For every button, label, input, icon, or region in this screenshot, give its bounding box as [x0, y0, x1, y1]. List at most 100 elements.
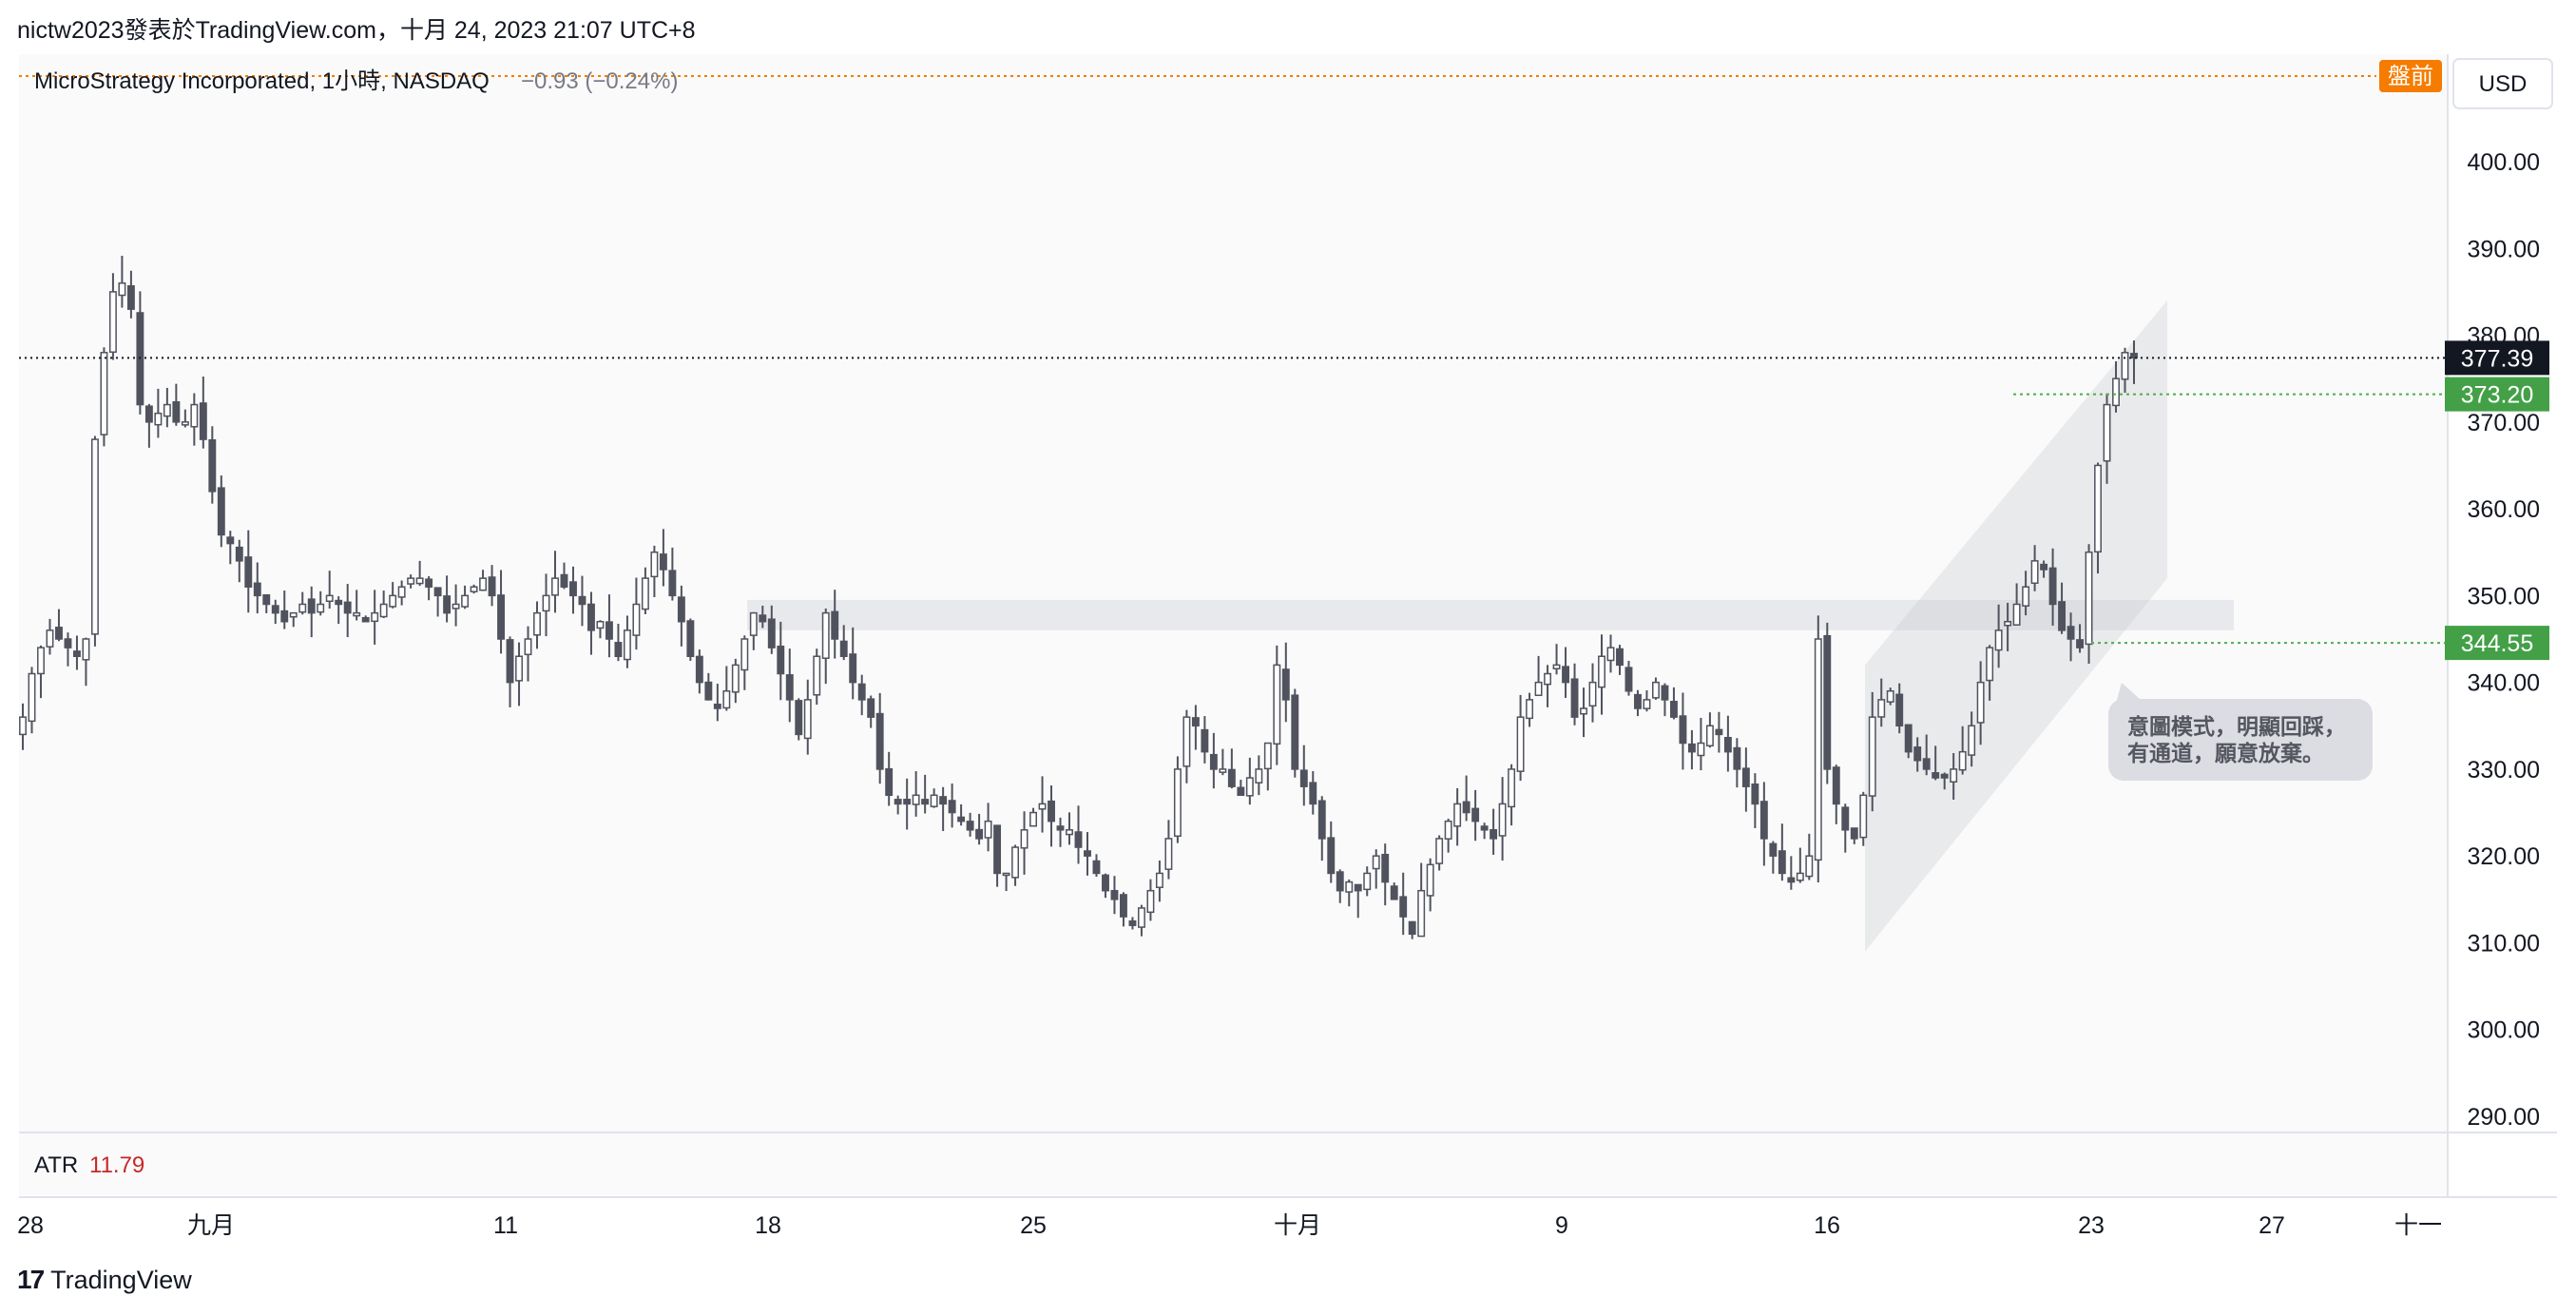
candle-body	[1372, 855, 1380, 870]
candle-body	[1002, 872, 1010, 877]
candle-body	[1976, 681, 1985, 724]
candle-body	[1120, 894, 1127, 918]
candle-body	[37, 647, 45, 675]
candle-body	[497, 594, 505, 640]
candle-body	[1796, 872, 1804, 881]
candle-body	[1508, 768, 1516, 808]
candle-body	[1390, 885, 1398, 900]
candle-body	[1435, 838, 1444, 864]
y-tick-label: 330.00	[2468, 757, 2540, 784]
y-tick-label: 370.00	[2468, 410, 2540, 436]
candle-body	[1661, 685, 1669, 701]
candle-body	[1886, 690, 1894, 703]
x-tick-label: 25	[1020, 1212, 1047, 1239]
ascending-channel[interactable]	[1865, 300, 2167, 952]
candle-body	[759, 614, 767, 623]
candle-body	[1309, 782, 1317, 805]
candle-body	[325, 594, 334, 603]
y-tick-label: 400.00	[2468, 149, 2540, 176]
publisher-line: nictw2023發表於TradingView.com，十月 24, 2023 …	[17, 17, 696, 44]
candle-body	[740, 638, 749, 671]
candle-body	[641, 577, 649, 610]
candle-body	[1715, 728, 1723, 736]
y-tick-label: 350.00	[2468, 583, 2540, 610]
candle-body	[1534, 681, 1543, 697]
candle-body	[64, 638, 72, 648]
candle-body	[813, 655, 821, 696]
candle-body	[335, 599, 343, 606]
candle-body	[1408, 920, 1416, 936]
candle-body	[777, 645, 785, 675]
price-pane[interactable]	[19, 54, 2448, 1132]
candle-body	[948, 800, 956, 814]
candle-body	[1345, 881, 1354, 893]
x-tick-label: 十月	[1274, 1212, 1321, 1239]
candle-body	[144, 405, 153, 423]
candle-body	[2067, 626, 2075, 640]
candle-body	[1552, 664, 1561, 669]
candle-body	[1814, 638, 1822, 861]
candle-body	[1526, 699, 1534, 720]
y-tick-label: 310.00	[2468, 930, 2540, 957]
candle-body	[1580, 707, 1587, 715]
candle-body	[533, 611, 541, 636]
candle-body	[1679, 715, 1687, 745]
candle-body	[578, 595, 586, 606]
candle-body	[1453, 803, 1462, 827]
candle-body	[1705, 725, 1714, 747]
candle-body	[1164, 838, 1173, 870]
candle-body	[1480, 825, 1489, 831]
resistance-zone[interactable]	[747, 599, 2234, 630]
candle-body	[1020, 829, 1028, 849]
candle-body	[686, 620, 695, 658]
annotation-line-2: 有通道，願意放棄。	[2127, 741, 2324, 765]
candle-body	[1471, 807, 1480, 822]
candle-body	[623, 629, 631, 661]
currency-button[interactable]	[2452, 58, 2553, 109]
candle-body	[2130, 353, 2138, 359]
candle-body	[2094, 464, 2102, 553]
candle-body	[1606, 647, 1615, 662]
candle-body	[271, 605, 279, 614]
candle-body	[397, 586, 406, 598]
candle-body	[307, 598, 316, 614]
candle-body	[1029, 811, 1037, 827]
candle-body	[163, 403, 171, 417]
candle-body	[1850, 827, 1858, 840]
candle-body	[1182, 716, 1191, 767]
candle-body	[1841, 806, 1850, 831]
atr-pane[interactable]	[19, 1133, 2448, 1195]
candle-body	[605, 621, 613, 640]
candle-body	[1336, 871, 1344, 892]
candle-body	[1669, 701, 1678, 718]
y-tick-label: 300.00	[2468, 1017, 2540, 1044]
candle-body	[731, 664, 740, 693]
candle-body	[1444, 820, 1452, 840]
candle-body	[1299, 769, 1308, 787]
candle-body	[28, 672, 36, 723]
candle-body	[1281, 668, 1290, 701]
candles	[19, 255, 2138, 939]
candle-body	[2030, 560, 2039, 585]
candle-body	[1173, 768, 1182, 838]
candle-body	[1697, 742, 1705, 757]
candle-body	[839, 640, 848, 658]
candle-body	[993, 824, 1002, 875]
tradingview-logo-text: TradingView	[50, 1265, 192, 1294]
annotation-callout[interactable]: 意圖模式，明顯回踩， 有通道，願意放棄。	[2108, 683, 2373, 781]
candle-body	[1209, 753, 1218, 770]
candle-body	[1913, 746, 1922, 762]
candle-body	[803, 699, 812, 740]
candle-body	[1986, 647, 1994, 682]
candle-body	[524, 638, 532, 656]
tradingview-logo[interactable]: 17 TradingView	[17, 1265, 192, 1295]
candle-body	[831, 610, 839, 640]
candle-body	[614, 642, 623, 658]
candle-body	[2112, 377, 2120, 407]
candle-body	[1687, 743, 1696, 753]
candle-body	[1643, 699, 1651, 709]
candle-body	[1490, 828, 1498, 840]
candle-body	[371, 611, 379, 623]
candle-body	[379, 603, 388, 618]
